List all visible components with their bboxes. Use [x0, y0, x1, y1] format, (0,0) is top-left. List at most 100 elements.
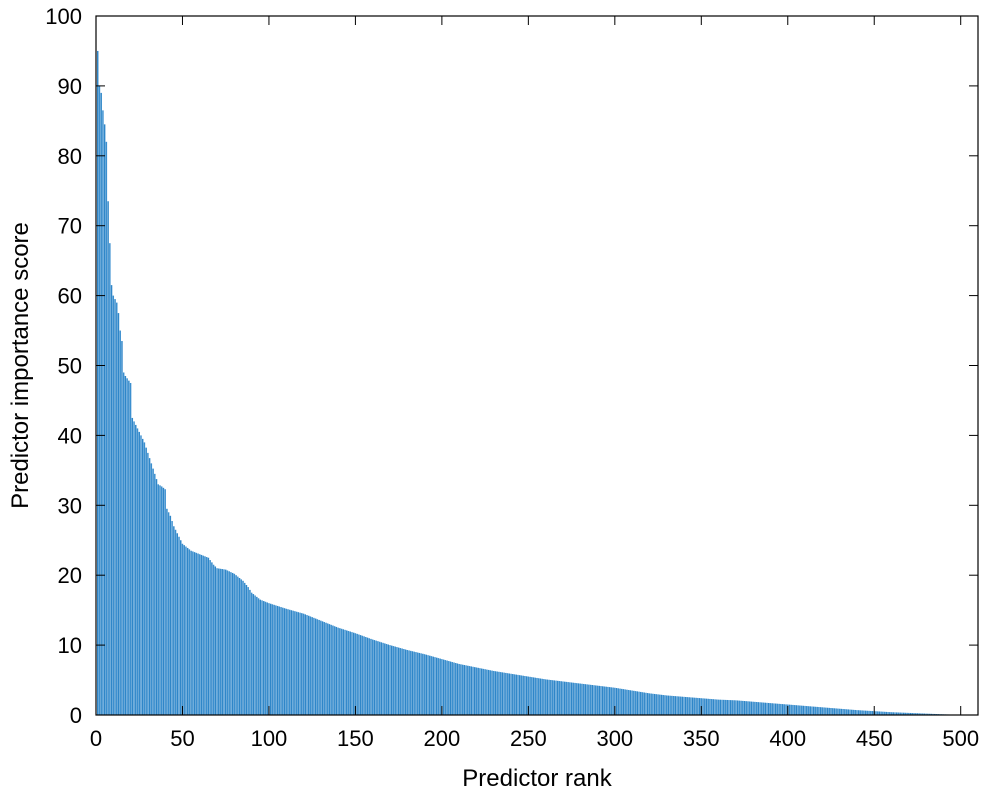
bar — [683, 696, 685, 715]
y-tick-label: 30 — [58, 493, 82, 518]
bar — [591, 685, 594, 715]
bar — [712, 699, 715, 715]
bar — [812, 706, 815, 715]
bar — [854, 709, 856, 715]
y-axis-title: Predictor importance score — [7, 222, 34, 509]
bar — [128, 380, 130, 715]
bar — [847, 709, 850, 715]
bar — [394, 646, 396, 715]
bar — [686, 697, 689, 715]
bar — [446, 660, 448, 715]
bar — [385, 643, 388, 715]
bar — [230, 572, 232, 715]
bar — [921, 713, 924, 715]
bar — [641, 692, 644, 715]
bar — [809, 706, 811, 715]
bar — [266, 602, 268, 715]
bar — [240, 579, 243, 715]
bar — [543, 679, 545, 715]
bar — [363, 636, 365, 715]
bar — [423, 654, 426, 715]
bar — [878, 711, 881, 715]
bar — [465, 665, 467, 715]
bar — [493, 670, 495, 715]
bar — [96, 50, 99, 715]
bar — [442, 659, 445, 715]
bar — [205, 557, 208, 715]
x-tick-label: 0 — [90, 726, 102, 751]
bar — [870, 710, 872, 715]
bar — [117, 313, 120, 715]
bar — [437, 658, 440, 715]
bar — [316, 619, 319, 715]
bar — [679, 696, 682, 715]
bar — [901, 712, 903, 715]
bar — [548, 679, 550, 715]
bar — [608, 687, 611, 715]
bar — [553, 680, 556, 715]
bar — [304, 614, 306, 715]
bar — [408, 650, 410, 715]
bar — [579, 683, 581, 715]
bar — [467, 665, 469, 715]
bar — [245, 584, 248, 715]
bar — [544, 679, 547, 715]
bar — [328, 624, 331, 715]
bar — [851, 709, 853, 715]
bar — [171, 521, 173, 715]
bar — [875, 711, 877, 715]
bar — [539, 678, 542, 715]
bar — [489, 670, 492, 715]
bar — [889, 712, 891, 715]
bar — [728, 700, 730, 715]
bar — [359, 635, 362, 715]
bar — [318, 619, 320, 715]
bar — [681, 696, 684, 715]
bar — [757, 702, 760, 715]
bar — [283, 608, 286, 715]
bar — [197, 553, 199, 715]
bar — [781, 704, 784, 715]
bar — [110, 285, 113, 715]
bar — [909, 712, 912, 715]
bar — [202, 555, 204, 715]
bar — [588, 684, 590, 715]
bar — [617, 688, 620, 715]
bar — [148, 458, 151, 715]
bar — [342, 629, 345, 715]
bar — [121, 341, 123, 715]
bar — [238, 578, 241, 715]
bar — [569, 682, 571, 715]
bar — [361, 635, 364, 715]
bar — [411, 651, 414, 715]
bar — [769, 703, 772, 715]
bar — [522, 675, 524, 715]
bar — [169, 515, 172, 715]
bar — [295, 611, 298, 715]
bar — [512, 674, 514, 715]
bar — [515, 674, 517, 715]
bar — [638, 691, 640, 715]
bar — [346, 630, 348, 715]
bar — [221, 569, 223, 715]
bar — [441, 659, 443, 715]
bar — [164, 489, 166, 715]
bar — [160, 486, 163, 715]
bar — [866, 710, 869, 715]
bar — [582, 683, 585, 715]
bar — [105, 141, 108, 715]
bar — [603, 686, 606, 715]
bar — [676, 696, 678, 715]
bar — [401, 648, 403, 715]
bar — [313, 617, 315, 715]
bar — [100, 92, 102, 715]
bar — [114, 299, 116, 715]
x-axis-title: Predictor rank — [462, 765, 612, 792]
bar — [375, 640, 377, 715]
bar — [735, 700, 737, 715]
bar — [365, 636, 367, 715]
bar — [474, 667, 476, 715]
bar — [199, 554, 201, 715]
bar — [340, 628, 343, 715]
